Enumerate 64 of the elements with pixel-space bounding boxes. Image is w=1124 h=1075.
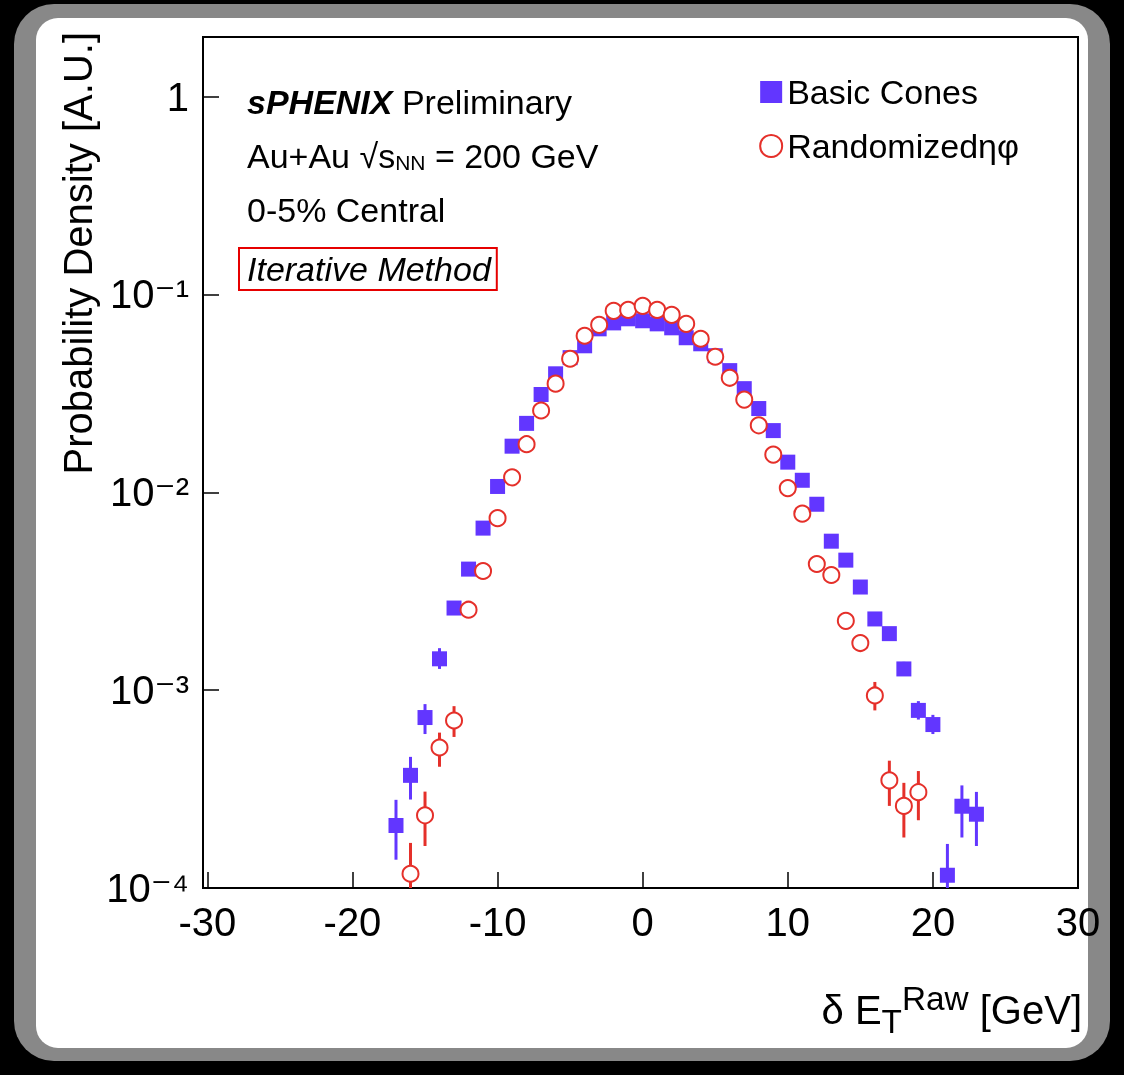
point <box>823 533 839 549</box>
point <box>735 390 754 409</box>
point <box>751 401 767 417</box>
point <box>445 711 464 730</box>
annotation: Au+Au √sNN = 200 GeV <box>247 137 599 175</box>
point <box>720 368 739 387</box>
point <box>909 783 928 802</box>
point <box>794 472 810 488</box>
point <box>867 611 883 627</box>
point <box>504 438 520 454</box>
annotation: 0-5% Central <box>247 191 446 229</box>
point <box>533 387 549 403</box>
legend-label: Randomizedηφ <box>787 127 1019 165</box>
point <box>488 509 507 528</box>
point <box>809 496 825 512</box>
y-tick-label: 10⁻² <box>110 470 189 515</box>
annotation: Iterative Method <box>247 250 492 288</box>
point <box>765 423 781 439</box>
point <box>403 767 418 783</box>
point <box>619 300 638 319</box>
x-tick-label: 0 <box>631 900 654 944</box>
point <box>446 600 462 616</box>
point <box>490 478 506 494</box>
point <box>546 374 565 393</box>
point <box>475 520 491 536</box>
point <box>575 326 594 345</box>
point <box>910 702 926 718</box>
x-tick-label: 30 <box>1055 900 1101 944</box>
y-axis-title: Probability Density [A.U.] <box>56 32 100 475</box>
point <box>416 806 435 825</box>
x-tick-label: -10 <box>468 900 527 944</box>
point <box>430 738 449 757</box>
x-axis-title: δ E$_{T}$$^{Raw}$ [GeV] <box>821 980 1082 1042</box>
point <box>691 329 710 348</box>
y-tick-label: 1 <box>166 74 189 119</box>
legend-label: Basic Cones <box>787 73 979 111</box>
point <box>432 651 448 667</box>
point <box>894 796 913 815</box>
point <box>939 867 955 883</box>
point <box>519 415 535 431</box>
x-tick-label: 10 <box>765 900 811 944</box>
point <box>635 313 651 329</box>
point <box>968 806 984 822</box>
point <box>780 454 796 470</box>
point <box>459 600 478 619</box>
annotation: sPHENIX Preliminary <box>247 83 572 121</box>
point <box>461 561 477 577</box>
point <box>881 626 897 642</box>
y-tick-label: 10⁻³ <box>110 668 189 713</box>
point <box>590 315 609 334</box>
point <box>793 504 812 523</box>
x-tick-label: 20 <box>910 900 956 944</box>
point <box>401 864 420 883</box>
point <box>388 817 404 833</box>
point <box>880 771 899 790</box>
point <box>954 798 970 814</box>
y-tick-label: 10⁻¹ <box>110 272 189 317</box>
point <box>865 686 884 705</box>
x-tick-label: -20 <box>323 900 382 944</box>
point <box>896 661 912 677</box>
point <box>925 717 941 733</box>
point <box>838 552 854 568</box>
point <box>417 710 433 726</box>
point <box>852 579 868 595</box>
